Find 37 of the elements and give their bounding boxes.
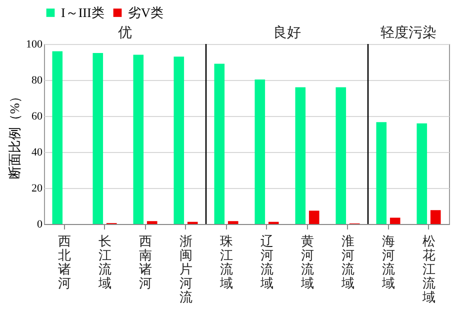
- x-tick-label: 西南诸河: [138, 234, 152, 290]
- legend-label: I～III类: [61, 4, 104, 20]
- bar: [430, 210, 441, 224]
- bar: [295, 87, 306, 224]
- bar: [92, 53, 104, 224]
- x-tick-label: 淮河流域: [340, 234, 354, 290]
- text: 良好: [273, 25, 301, 41]
- y-tick-label: 40: [32, 146, 43, 158]
- x-tick-label: 长江流域: [97, 234, 112, 290]
- x-tick-label: 珠江流域: [218, 234, 233, 290]
- x-tick-label: 松花江流域: [421, 234, 436, 304]
- y-tick-label: 100: [26, 38, 43, 50]
- bar: [376, 122, 387, 224]
- bar: [146, 221, 158, 224]
- bar: [52, 51, 63, 224]
- y-tick-label: 60: [32, 110, 43, 122]
- x-tick-label: 黄河流域: [300, 234, 314, 290]
- x-tick-label: 浙闽片河流: [179, 234, 192, 304]
- bar: [133, 54, 144, 224]
- x-tick-label: 西北诸河: [58, 234, 71, 290]
- x-tick-label: 海河流域: [380, 234, 395, 290]
- y-tick-label: 20: [32, 182, 43, 194]
- bar: [228, 221, 238, 224]
- bar: [390, 218, 400, 224]
- bar: [308, 210, 320, 224]
- x-tick-label: 辽河流域: [259, 234, 274, 290]
- text: 优: [118, 25, 132, 41]
- bar: [174, 56, 184, 224]
- bar: [336, 87, 346, 224]
- y-tick-label: 0: [37, 218, 43, 230]
- bar: [254, 79, 266, 224]
- legend-label: 劣V类: [128, 4, 164, 20]
- text: 轻度污染: [380, 25, 436, 41]
- bar: [416, 123, 428, 224]
- bar: [214, 64, 225, 224]
- y-tick-label: 80: [32, 74, 43, 86]
- y-axis-title: 断面比例（%）: [7, 90, 22, 179]
